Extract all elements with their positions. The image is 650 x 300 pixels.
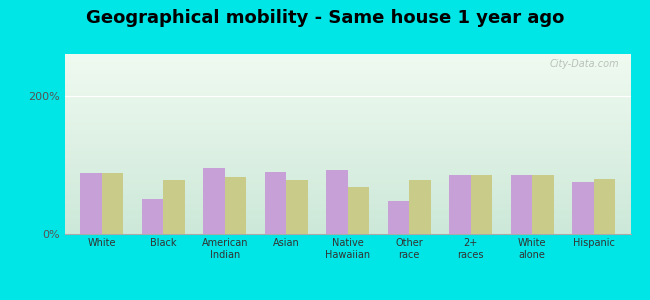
- Text: City-Data.com: City-Data.com: [549, 59, 619, 69]
- Bar: [203, 168, 225, 234]
- Bar: [532, 175, 554, 234]
- Bar: [265, 172, 286, 234]
- Bar: [410, 180, 431, 234]
- Bar: [142, 200, 163, 234]
- Bar: [387, 201, 410, 234]
- Bar: [102, 173, 124, 234]
- Bar: [326, 169, 348, 234]
- Bar: [572, 182, 593, 234]
- Text: Geographical mobility - Same house 1 year ago: Geographical mobility - Same house 1 yea…: [86, 9, 564, 27]
- Bar: [511, 175, 532, 234]
- Bar: [348, 187, 369, 234]
- Bar: [81, 173, 102, 234]
- Bar: [163, 180, 185, 234]
- Bar: [225, 177, 246, 234]
- Bar: [471, 175, 492, 234]
- Bar: [593, 178, 615, 234]
- Bar: [286, 180, 308, 234]
- Bar: [449, 175, 471, 234]
